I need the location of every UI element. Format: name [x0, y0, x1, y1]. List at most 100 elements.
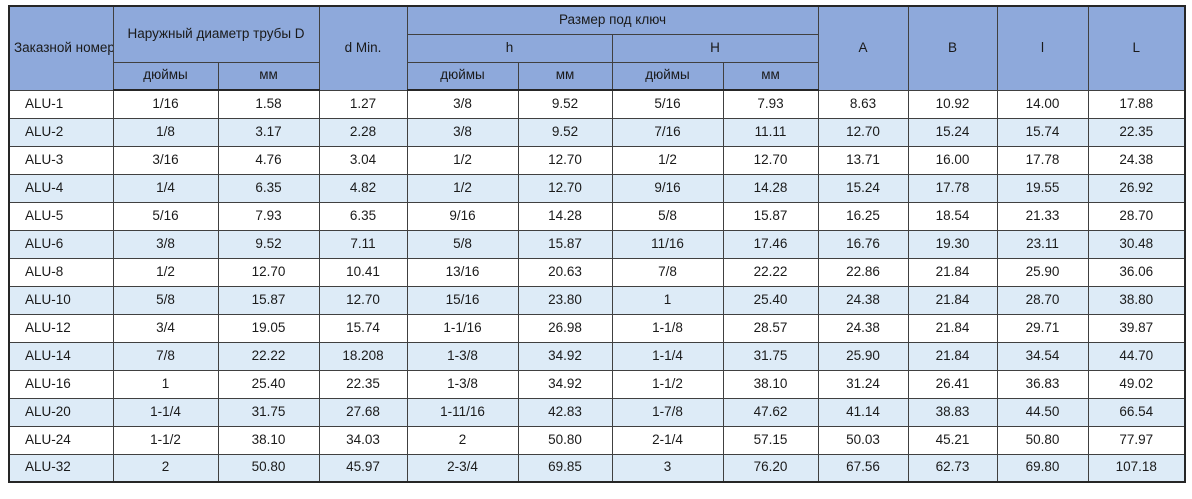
value-cell: 34.92 — [517, 369, 613, 399]
value-cell: 27.68 — [318, 397, 408, 427]
value-cell: 17.46 — [722, 229, 819, 259]
value-cell: 21.84 — [907, 257, 998, 287]
value-cell: 1/2 — [406, 173, 519, 203]
value-cell: 18.208 — [318, 341, 408, 371]
header-outer-diameter: Наружный диаметр трубы D — [112, 5, 320, 63]
value-cell: 41.14 — [817, 397, 909, 427]
order-number-cell: ALU-20 — [8, 397, 114, 427]
order-number-cell: ALU-12 — [8, 313, 114, 343]
table-row: ALU-10 5/8 15.87 12.70 15/16 23.80 1 25.40 24.38… — [8, 285, 1186, 315]
value-cell: 1 — [112, 369, 219, 399]
value-cell: 50.80 — [996, 425, 1089, 455]
value-cell: 31.24 — [817, 369, 909, 399]
value-cell: 15.24 — [907, 117, 998, 147]
value-cell: 22.35 — [1087, 117, 1186, 147]
table-row: ALU-3 3/16 4.76 3.04 1/2 12.70 1/2 12.70 13.71 16… — [8, 145, 1186, 175]
value-cell: 11/16 — [611, 229, 724, 259]
value-cell: 24.38 — [817, 313, 909, 343]
value-cell: 24.38 — [1087, 145, 1186, 175]
value-cell: 1/2 — [406, 145, 519, 175]
order-number-cell: ALU-32 — [8, 453, 114, 483]
value-cell: 16.00 — [907, 145, 998, 175]
value-cell: 14.00 — [996, 89, 1089, 119]
value-cell: 1.58 — [217, 89, 320, 119]
value-cell: 28.70 — [1087, 201, 1186, 231]
value-cell: 21.84 — [907, 313, 998, 343]
value-cell: 69.85 — [517, 453, 613, 483]
order-number-cell: ALU-1 — [8, 89, 114, 119]
order-number-cell: ALU-24 — [8, 425, 114, 455]
value-cell: 16.25 — [817, 201, 909, 231]
value-cell: 7.93 — [217, 201, 320, 231]
value-cell: 7/8 — [112, 341, 219, 371]
order-number-cell: ALU-10 — [8, 285, 114, 315]
value-cell: 15/16 — [406, 285, 519, 315]
value-cell: 15.74 — [996, 117, 1089, 147]
value-cell: 1-1/4 — [611, 341, 724, 371]
value-cell: 1-11/16 — [406, 397, 519, 427]
header-h-mm: мм — [517, 61, 613, 91]
value-cell: 3/8 — [406, 117, 519, 147]
value-cell: 7.93 — [722, 89, 819, 119]
value-cell: 3/16 — [112, 145, 219, 175]
table-row: ALU-32 2 50.80 45.97 2-3/4 69.85 3 76.20 67.56 62… — [8, 453, 1186, 483]
value-cell: 19.55 — [996, 173, 1089, 203]
value-cell: 67.56 — [817, 453, 909, 483]
value-cell: 3/8 — [112, 229, 219, 259]
alu-dimensions-table: Заказной номер Наружный диаметр трубы D … — [8, 5, 1187, 483]
value-cell: 3.17 — [217, 117, 320, 147]
value-cell: 1-3/8 — [406, 369, 519, 399]
value-cell: 12.70 — [517, 173, 613, 203]
value-cell: 12.70 — [817, 117, 909, 147]
value-cell: 2 — [406, 425, 519, 455]
value-cell: 12.70 — [517, 145, 613, 175]
value-cell: 34.54 — [996, 341, 1089, 371]
header-wrench-size: Размер под ключ — [406, 5, 819, 35]
value-cell: 10.41 — [318, 257, 408, 287]
value-cell: 1-1/16 — [406, 313, 519, 343]
value-cell: 17.88 — [1087, 89, 1186, 119]
order-number-cell: ALU-8 — [8, 257, 114, 287]
value-cell: 1-3/8 — [406, 341, 519, 371]
value-cell: 19.05 — [217, 313, 320, 343]
value-cell: 25.40 — [217, 369, 320, 399]
header-col-l-upper: L — [1087, 5, 1186, 91]
value-cell: 15.87 — [217, 285, 320, 315]
value-cell: 30.48 — [1087, 229, 1186, 259]
value-cell: 9/16 — [406, 201, 519, 231]
value-cell: 77.97 — [1087, 425, 1186, 455]
value-cell: 17.78 — [907, 173, 998, 203]
table-row: ALU-5 5/16 7.93 6.35 9/16 14.28 5/8 15.87 16.25 1… — [8, 201, 1186, 231]
value-cell: 25.90 — [996, 257, 1089, 287]
table-row: ALU-14 7/8 22.22 18.208 1-3/8 34.92 1-1/4 31.75… — [8, 341, 1186, 371]
value-cell: 9.52 — [517, 89, 613, 119]
value-cell: 20.63 — [517, 257, 613, 287]
value-cell: 3/4 — [112, 313, 219, 343]
value-cell: 69.80 — [996, 453, 1089, 483]
value-cell: 23.80 — [517, 285, 613, 315]
table-row: ALU-24 1-1/2 38.10 34.03 2 50.80 2-1/4 57.15 50.… — [8, 425, 1186, 455]
header-order-number: Заказной номер — [8, 5, 114, 91]
value-cell: 19.30 — [907, 229, 998, 259]
value-cell: 15.24 — [817, 173, 909, 203]
order-number-cell: ALU-4 — [8, 173, 114, 203]
table-row: ALU-4 1/4 6.35 4.82 1/2 12.70 9/16 14.28 15.24 17… — [8, 173, 1186, 203]
value-cell: 25.90 — [817, 341, 909, 371]
value-cell: 31.75 — [722, 341, 819, 371]
value-cell: 107.18 — [1087, 453, 1186, 483]
value-cell: 38.80 — [1087, 285, 1186, 315]
value-cell: 44.50 — [996, 397, 1089, 427]
order-number-cell: ALU-14 — [8, 341, 114, 371]
order-number-cell: ALU-3 — [8, 145, 114, 175]
value-cell: 31.75 — [217, 397, 320, 427]
value-cell: 5/8 — [112, 285, 219, 315]
value-cell: 1.27 — [318, 89, 408, 119]
value-cell: 22.22 — [722, 257, 819, 287]
value-cell: 38.10 — [722, 369, 819, 399]
value-cell: 26.41 — [907, 369, 998, 399]
value-cell: 11.11 — [722, 117, 819, 147]
value-cell: 36.83 — [996, 369, 1089, 399]
value-cell: 38.83 — [907, 397, 998, 427]
value-cell: 1-1/2 — [611, 369, 724, 399]
value-cell: 5/16 — [112, 201, 219, 231]
